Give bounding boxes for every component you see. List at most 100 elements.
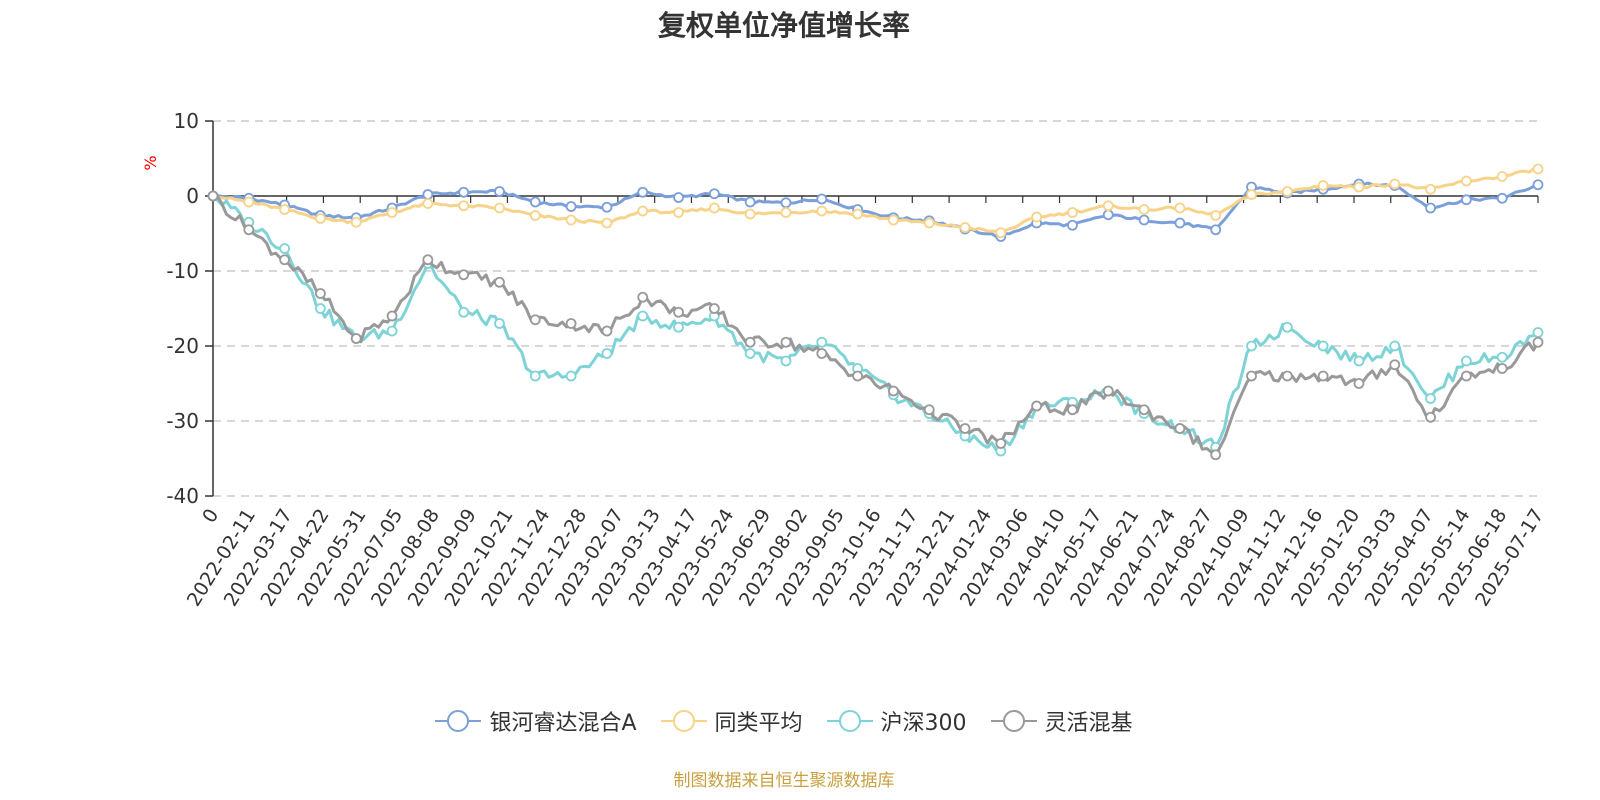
data-point <box>458 186 470 198</box>
legend-item[interactable]: 银河睿达混合A <box>435 705 637 737</box>
data-point <box>350 333 362 344</box>
data-point <box>744 336 756 348</box>
data-point <box>816 193 828 205</box>
y-tick-label: -10 <box>166 259 199 283</box>
data-point <box>1353 355 1365 367</box>
data-point <box>780 336 792 348</box>
y-axis-unit: % <box>141 155 160 170</box>
data-point <box>386 325 398 337</box>
data-point <box>673 192 684 203</box>
series-line <box>212 194 1540 457</box>
data-point <box>315 213 326 224</box>
legend-marker-icon <box>660 710 707 732</box>
data-point <box>1425 411 1436 423</box>
data-point <box>888 214 899 226</box>
legend-label: 沪深300 <box>880 711 967 736</box>
data-point <box>816 336 828 348</box>
data-point <box>816 205 828 217</box>
y-tick-label: 10 <box>174 109 199 133</box>
data-point <box>1425 393 1436 404</box>
data-point <box>1353 378 1365 389</box>
data-point <box>673 306 684 318</box>
data-point <box>1389 340 1401 352</box>
data-point <box>1210 449 1222 461</box>
data-point <box>637 205 649 217</box>
y-tick-label: -40 <box>166 484 199 508</box>
legend-item[interactable]: 同类平均 <box>660 705 803 737</box>
data-point <box>1496 171 1508 182</box>
y-tick-label: -30 <box>166 409 199 433</box>
data-point <box>1317 180 1329 191</box>
data-point <box>243 224 255 236</box>
data-point <box>1102 200 1114 212</box>
data-point <box>350 216 362 228</box>
series-line <box>212 167 1538 235</box>
data-point <box>1425 183 1436 195</box>
data-point <box>1460 194 1472 206</box>
data-point <box>565 214 577 226</box>
data-point <box>1425 202 1436 214</box>
data-point <box>386 207 398 218</box>
data-point <box>1174 217 1186 229</box>
data-point <box>780 197 792 209</box>
x-tick-label: 0 <box>198 505 223 527</box>
data-point <box>601 348 613 359</box>
data-point <box>1067 404 1078 416</box>
data-point <box>207 190 219 202</box>
y-axis: 10 0 -10 -20 -30 -40 <box>166 109 214 508</box>
data-point <box>1532 163 1544 175</box>
data-point <box>1496 351 1508 363</box>
legend-label: 灵活混基 <box>1044 711 1133 736</box>
data-point <box>565 370 577 382</box>
data-point <box>673 321 684 333</box>
legend-label: 同类平均 <box>714 711 803 736</box>
data-point <box>1460 370 1472 382</box>
data-point <box>494 318 505 329</box>
data-point <box>1532 327 1544 338</box>
series-line <box>212 181 1539 239</box>
data-point <box>279 243 291 254</box>
data-point <box>1281 321 1293 333</box>
legend-item[interactable]: 沪深300 <box>826 705 967 737</box>
data-point <box>923 404 935 416</box>
data-point <box>601 201 613 213</box>
data-point <box>279 254 291 266</box>
legend-label: 银河睿达混合A <box>489 711 637 736</box>
data-point <box>995 438 1007 449</box>
data-point <box>315 303 326 314</box>
data-point <box>1532 336 1544 348</box>
data-point <box>1067 207 1078 218</box>
data-point <box>601 325 613 337</box>
data-point <box>1532 179 1544 191</box>
data-point <box>601 217 613 229</box>
data-point <box>1174 202 1186 214</box>
data-point <box>279 204 291 215</box>
grid-lines <box>213 120 1538 497</box>
data-point <box>780 207 792 218</box>
data-point <box>494 276 505 288</box>
data-point <box>458 200 470 212</box>
y-tick-label: 0 <box>186 184 199 208</box>
data-point <box>529 314 541 326</box>
data-point <box>529 196 541 208</box>
legend: 银河睿达混合A 同类平均 沪深300 灵活混基 <box>0 705 1568 737</box>
data-point <box>708 202 720 214</box>
data-point <box>529 210 541 221</box>
data-point <box>1281 370 1293 382</box>
data-point <box>673 207 684 218</box>
legend-marker-icon <box>990 710 1037 732</box>
data-point <box>1460 175 1472 187</box>
data-point <box>852 370 863 382</box>
data-point <box>1281 186 1293 197</box>
x-axis: 02022-02-112022-03-172022-04-222022-05-3… <box>183 195 1548 610</box>
series-line <box>211 194 1539 453</box>
data-point <box>1317 370 1329 382</box>
data-point <box>1246 189 1257 200</box>
data-point <box>386 310 398 322</box>
data-point <box>744 208 756 220</box>
data-point <box>1102 209 1114 221</box>
source-note: 制图数据来自恒生聚源数据库 <box>673 771 895 791</box>
legend-item[interactable]: 灵活混基 <box>990 705 1133 737</box>
series-lines <box>207 163 1544 461</box>
